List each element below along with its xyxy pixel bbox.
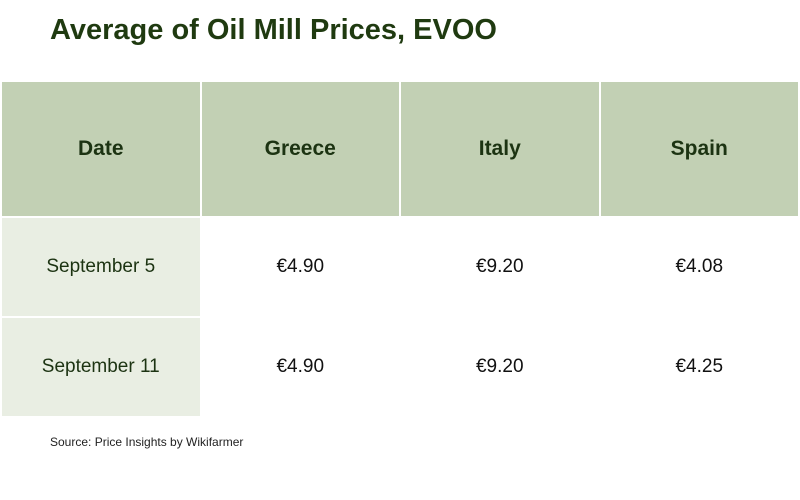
table-row: September 11 €4.90 €9.20 €4.25: [0, 316, 800, 418]
price-cell: €4.08: [598, 216, 800, 318]
title: Average of Oil Mill Prices, EVOO: [50, 14, 497, 46]
header-row: Date Greece Italy Spain: [0, 80, 800, 218]
column-header: Date: [0, 80, 202, 218]
price-cell: €9.20: [399, 216, 601, 318]
price-cell: €4.25: [598, 316, 800, 418]
price-cell: €4.90: [199, 216, 401, 318]
column-header: Italy: [399, 80, 601, 218]
price-cell: €4.90: [199, 316, 401, 418]
column-header: Greece: [199, 80, 401, 218]
column-header: Spain: [598, 80, 800, 218]
price-table: Date Greece Italy Spain September 5 €4.90 €9.…: [0, 80, 800, 418]
source-note: Source: Price Insights by Wikifarmer: [50, 435, 244, 449]
table-head: Date Greece Italy Spain: [0, 80, 800, 218]
date-cell: September 5: [0, 216, 202, 318]
price-cell: €9.20: [399, 316, 601, 418]
date-cell: September 11: [0, 316, 202, 418]
table-row: September 5 €4.90 €9.20 €4.08: [0, 216, 800, 318]
table-body: September 5 €4.90 €9.20 €4.08 September 11 €4…: [0, 216, 800, 418]
